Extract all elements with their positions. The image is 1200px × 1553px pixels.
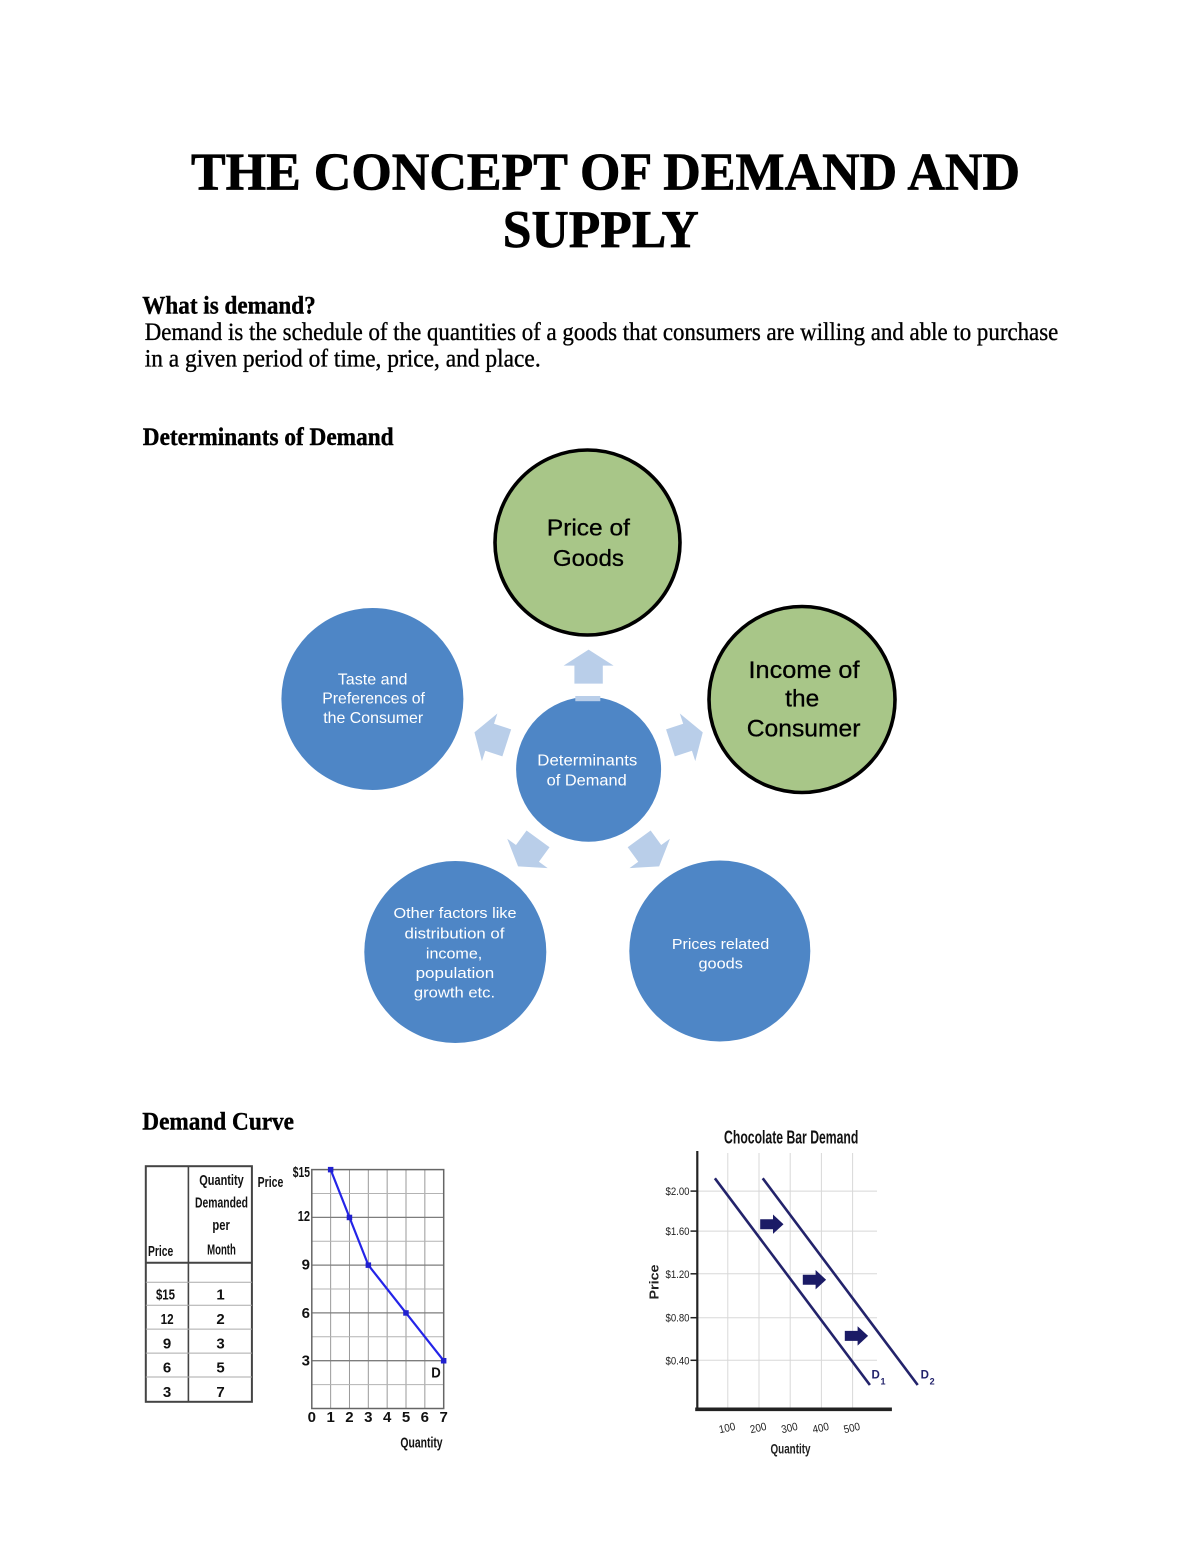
svg-text:Demanded: Demanded (195, 1194, 248, 1211)
svg-text:1: 1 (326, 1409, 334, 1426)
svg-text:Prices related: Prices related (672, 936, 769, 953)
svg-text:D: D (431, 1365, 441, 1382)
svg-text:Chocolate Bar Demand: Chocolate Bar Demand (724, 1127, 858, 1147)
svg-text:population: population (416, 965, 495, 982)
svg-text:2: 2 (345, 1409, 353, 1426)
svg-text:$0.80: $0.80 (666, 1313, 690, 1325)
svg-text:per: per (212, 1217, 230, 1234)
svg-text:Demand Curve: Demand Curve (142, 1109, 294, 1136)
svg-text:the Consumer: the Consumer (323, 710, 424, 727)
svg-text:$0.40: $0.40 (666, 1355, 690, 1367)
svg-text:6: 6 (421, 1409, 429, 1426)
svg-text:6: 6 (302, 1305, 310, 1322)
svg-text:THE CONCEPT OF DEMAND AND: THE CONCEPT OF DEMAND AND (191, 144, 1020, 202)
svg-text:1: 1 (881, 1377, 886, 1387)
svg-text:D: D (921, 1370, 929, 1382)
svg-text:Quantity: Quantity (771, 1441, 811, 1456)
svg-text:2: 2 (216, 1311, 224, 1328)
svg-text:Determinants of Demand: Determinants of Demand (143, 424, 394, 451)
svg-text:200: 200 (749, 1421, 768, 1436)
svg-text:the: the (785, 685, 819, 712)
svg-text:7: 7 (440, 1409, 448, 1426)
svg-text:3: 3 (364, 1409, 372, 1426)
svg-text:Price of: Price of (547, 514, 631, 540)
svg-text:Quantity: Quantity (400, 1435, 443, 1452)
svg-text:3: 3 (216, 1335, 224, 1352)
svg-text:7: 7 (216, 1384, 224, 1401)
svg-text:income,: income, (426, 945, 482, 962)
svg-text:of Demand: of Demand (547, 772, 627, 789)
svg-text:Demand is the schedule of the: Demand is the schedule of the quantities… (145, 319, 1059, 346)
svg-text:What is demand?: What is demand? (142, 292, 315, 319)
svg-text:6: 6 (163, 1360, 171, 1377)
svg-text:Taste and: Taste and (338, 671, 408, 688)
svg-text:3: 3 (302, 1352, 310, 1369)
svg-text:300: 300 (780, 1421, 799, 1436)
svg-text:goods: goods (699, 956, 744, 973)
svg-text:Other factors like: Other factors like (394, 905, 517, 922)
svg-text:Price: Price (148, 1243, 173, 1260)
svg-text:500: 500 (843, 1421, 862, 1436)
svg-text:$2.00: $2.00 (666, 1186, 690, 1198)
svg-text:Price: Price (258, 1174, 284, 1191)
svg-text:Goods: Goods (553, 545, 624, 571)
svg-text:1: 1 (216, 1287, 224, 1304)
svg-text:Quantity: Quantity (199, 1172, 244, 1189)
svg-text:400: 400 (811, 1421, 830, 1436)
svg-text:5: 5 (402, 1409, 410, 1426)
svg-text:4: 4 (383, 1409, 392, 1426)
svg-text:9: 9 (163, 1335, 171, 1352)
svg-text:Income of: Income of (749, 657, 860, 684)
svg-text:SUPPLY: SUPPLY (503, 201, 699, 259)
svg-text:2: 2 (930, 1377, 935, 1387)
svg-text:12: 12 (161, 1311, 174, 1328)
svg-text:distribution of: distribution of (405, 926, 506, 943)
svg-text:$1.20: $1.20 (666, 1269, 690, 1281)
svg-text:in a given period of time, pri: in a given period of time, price, and pl… (145, 346, 541, 373)
svg-text:5: 5 (216, 1360, 224, 1377)
svg-text:Consumer: Consumer (747, 716, 861, 743)
svg-text:Month: Month (207, 1241, 236, 1258)
svg-text:$15: $15 (156, 1287, 175, 1304)
svg-text:$1.60: $1.60 (666, 1226, 690, 1238)
svg-text:3: 3 (163, 1384, 171, 1401)
svg-text:$15: $15 (293, 1164, 310, 1181)
svg-text:growth etc.: growth etc. (414, 985, 495, 1002)
svg-text:9: 9 (302, 1257, 310, 1274)
svg-text:Determinants: Determinants (537, 752, 637, 769)
svg-text:Preferences of: Preferences of (322, 691, 425, 708)
svg-text:Price: Price (647, 1265, 662, 1300)
svg-text:D: D (872, 1370, 880, 1382)
svg-text:100: 100 (718, 1421, 737, 1436)
svg-text:0: 0 (308, 1409, 316, 1426)
svg-text:12: 12 (298, 1208, 310, 1225)
